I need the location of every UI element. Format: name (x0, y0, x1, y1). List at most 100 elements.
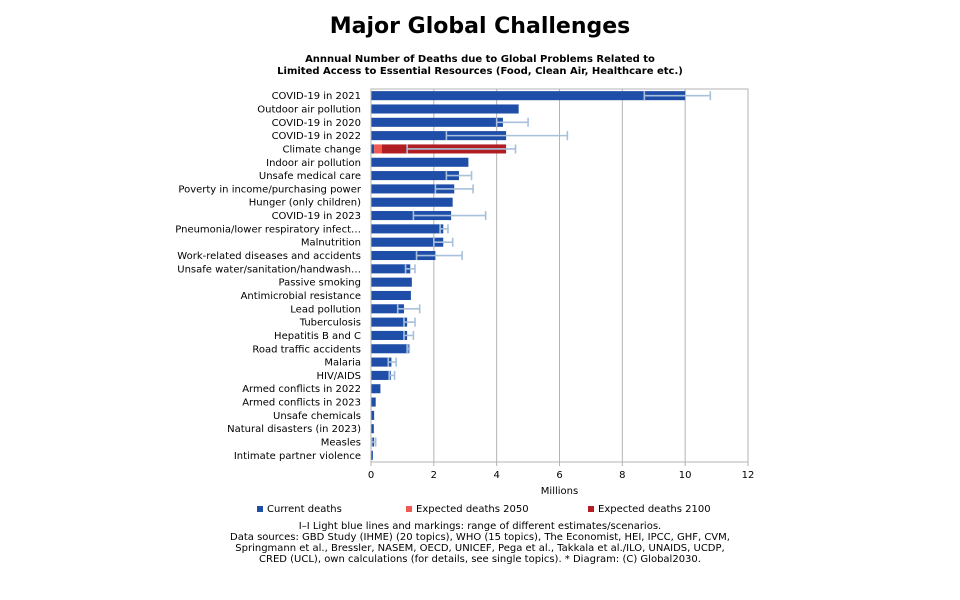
bar-current-deaths (371, 384, 381, 394)
category-label: Unsafe water/sanitation/handwash… (177, 264, 361, 275)
category-label: COVID-19 in 2022 (272, 131, 361, 142)
bar-current-deaths (371, 317, 408, 327)
sources-note-line-1: Data sources: GBD Study (IHME) (20 topic… (230, 532, 730, 543)
error-bar (406, 144, 517, 154)
error-bar (434, 184, 474, 194)
x-tick-label: 6 (556, 470, 562, 481)
category-label: Armed conflicts in 2022 (242, 384, 361, 395)
category-label: Indoor air pollution (266, 158, 361, 169)
error-bar (412, 211, 487, 221)
category-label: HIV/AIDS (316, 371, 361, 382)
chart-title: Major Global Challenges (329, 14, 631, 39)
sources-note-line-3: CRED (UCL), own calculations (for detail… (259, 554, 701, 565)
category-label: Outdoor air pollution (257, 104, 361, 115)
category-label: Work-related diseases and accidents (177, 251, 361, 262)
x-tick-label: 4 (493, 470, 499, 481)
bar-current-deaths (371, 397, 376, 407)
category-label: COVID-19 in 2021 (272, 91, 361, 102)
legend-swatch (406, 506, 412, 512)
gridlines (370, 89, 749, 466)
bar-current-deaths (371, 357, 392, 367)
legend-label: Expected deaths 2100 (598, 504, 711, 515)
legend-item: Current deaths (257, 504, 342, 515)
bar-current-deaths (371, 237, 444, 247)
error-bar (406, 344, 411, 354)
x-tick-label: 2 (431, 470, 437, 481)
bar-current-deaths (371, 450, 373, 460)
error-bar (403, 330, 415, 340)
bar-current-deaths (371, 277, 412, 287)
bar-current-deaths (371, 250, 436, 261)
sources-note-line-2: Springmann et al., Bressler, NASEM, OECD… (235, 543, 725, 554)
bar-current-deaths (371, 264, 411, 274)
bar-current-deaths (371, 344, 409, 354)
bar-current-deaths (371, 370, 391, 380)
legend-swatch (588, 506, 594, 512)
category-label: Pneumonia/lower respiratory infect… (175, 224, 361, 235)
x-tick-label: 12 (742, 470, 755, 481)
category-label: Climate change (283, 144, 361, 155)
bar-current-deaths (371, 131, 507, 141)
bar-current-deaths (371, 91, 686, 101)
legend: Current deaths Expected deaths 2050 Expect… (257, 504, 711, 515)
x-tick-labels: 0 2 4 6 8 10 12 (368, 470, 755, 481)
category-label: Measles (321, 438, 361, 449)
legend-label: Current deaths (267, 504, 342, 515)
category-label: Passive smoking (279, 278, 361, 289)
bar-current-deaths (371, 224, 444, 234)
error-bar (643, 91, 712, 101)
chart-subtitle-line-1: Annnual Number of Deaths due to Global P… (305, 54, 655, 65)
bar-current-deaths (371, 184, 455, 194)
category-label: Road traffic accidents (252, 344, 361, 355)
error-bar (403, 317, 416, 327)
x-tick-label: 8 (619, 470, 625, 481)
bar-current-deaths (371, 157, 469, 167)
chart-subtitle-line-2: Limited Access to Essential Resources (F… (277, 66, 683, 77)
bar-current-deaths (371, 197, 453, 207)
bar-current-deaths (371, 304, 404, 314)
plot-frame (370, 88, 749, 463)
category-label: Malaria (324, 358, 361, 369)
error-bar (387, 357, 397, 367)
bar-expected-deaths-2050 (374, 144, 382, 154)
category-label: Unsafe medical care (259, 171, 361, 182)
error-bar (495, 117, 529, 127)
error-bar (415, 250, 463, 261)
bar-chart: COVID-19 in 2021 Outdoor air pollution COV… (175, 88, 755, 515)
bar-current-deaths (371, 171, 459, 181)
bar-current-deaths (371, 211, 452, 221)
category-label: Tuberculosis (299, 318, 361, 329)
category-label: Hunger (only children) (249, 198, 361, 209)
error-bar (370, 437, 377, 447)
error-bar (396, 304, 421, 314)
x-axis-label: Millions (541, 486, 578, 497)
category-label: Natural disasters (in 2023) (227, 424, 361, 435)
category-labels: COVID-19 in 2021 Outdoor air pollution COV… (175, 91, 362, 462)
bar-current-deaths (371, 290, 411, 301)
legend-item: Expected deaths 2050 (406, 504, 529, 515)
bar-current-deaths (371, 117, 503, 127)
x-tick-label: 10 (679, 470, 692, 481)
bar-current-deaths (371, 144, 375, 154)
error-bar (445, 131, 569, 141)
error-bar (404, 264, 416, 274)
category-label: Antimicrobial resistance (241, 291, 361, 302)
legend-label: Expected deaths 2050 (416, 504, 529, 515)
category-label: Armed conflicts in 2023 (242, 398, 361, 409)
bar-current-deaths (371, 424, 374, 434)
error-bar (388, 370, 396, 380)
range-note: I–I Light blue lines and markings: range… (298, 521, 662, 532)
category-label: Intimate partner violence (234, 451, 361, 462)
bar-current-deaths (371, 104, 519, 114)
legend-swatch (257, 506, 263, 512)
error-bars (370, 91, 712, 447)
bar-current-deaths (371, 330, 408, 340)
bar-current-deaths (371, 410, 375, 420)
category-label: Malnutrition (301, 238, 361, 249)
legend-item: Expected deaths 2100 (588, 504, 711, 515)
category-label: COVID-19 in 2023 (272, 211, 361, 222)
category-label: Lead pollution (290, 304, 361, 315)
error-bar (439, 224, 449, 234)
category-label: Poverty in income/purchasing power (178, 184, 361, 195)
bars (371, 91, 686, 460)
